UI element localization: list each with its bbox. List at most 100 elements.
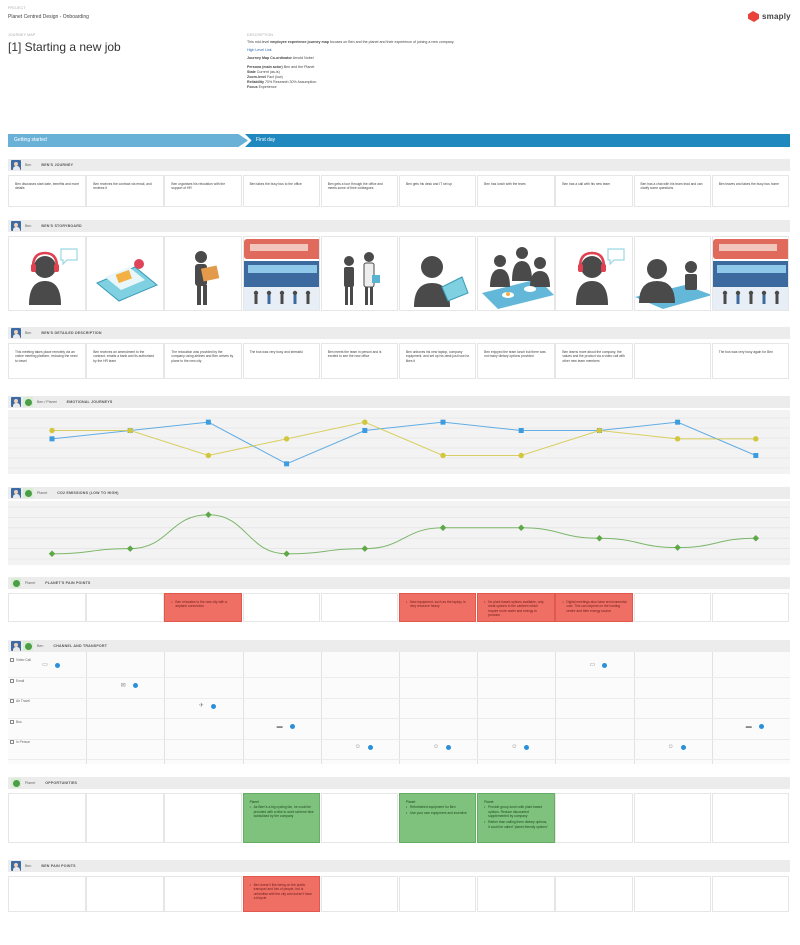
journey-step-card[interactable]: Ben takes the busy bus to the office xyxy=(242,175,321,207)
detailed-description-card[interactable]: Ben enjoyed the team lunch but there was… xyxy=(477,343,555,379)
journey-step-card[interactable]: Ben gets a tour through the office and m… xyxy=(320,175,399,207)
data-point[interactable] xyxy=(439,524,447,532)
data-point[interactable] xyxy=(753,436,759,442)
data-point[interactable] xyxy=(205,452,212,459)
channel-touchpoint[interactable]: ▬ xyxy=(746,724,764,730)
emotional-chart[interactable] xyxy=(8,410,790,474)
storyboard-frame[interactable] xyxy=(633,236,711,311)
lane-header-emotional[interactable]: Ben / Planet EMOTIONAL JOURNEYS xyxy=(8,396,790,408)
phase-getting-started[interactable]: Getting started xyxy=(8,134,248,147)
project-name[interactable]: Planet Centred Design - Onboarding xyxy=(8,14,89,20)
empty-cell[interactable] xyxy=(711,593,790,622)
journey-step-card[interactable]: Ben has lunch with the team xyxy=(477,175,555,207)
data-point[interactable] xyxy=(752,534,760,542)
channel-touchpoint[interactable]: ☺ xyxy=(355,744,373,750)
data-point[interactable] xyxy=(518,428,524,433)
planet-pain-card[interactable]: No plant based options available, only m… xyxy=(477,593,555,622)
channel-lane[interactable]: Video Call ▭ ▭ Email ✉ Air Travel ✈ Bus ▬ ▬ In Per… xyxy=(8,652,790,764)
empty-cell[interactable] xyxy=(633,593,711,622)
smaply-logo[interactable]: smaply xyxy=(748,11,791,22)
detailed-description-card[interactable]: Ben meets the team in person and is exci… xyxy=(320,343,399,379)
channel-row-video[interactable]: Video Call ▭ ▭ xyxy=(8,658,790,678)
empty-cell[interactable] xyxy=(711,876,790,912)
planet-pain-card[interactable]: Ben relocates to the new city with a air… xyxy=(164,593,242,622)
channel-row-bus[interactable]: Bus ▬ ▬ xyxy=(8,719,790,740)
journey-step-card[interactable]: Ben gets his desk and IT set up xyxy=(398,175,477,207)
data-point[interactable] xyxy=(127,427,133,434)
detailed-description-card[interactable]: The relocation was provided by the compa… xyxy=(164,343,242,379)
channel-touchpoint[interactable]: ▭ xyxy=(589,662,608,668)
journey-step-card[interactable]: Ben has a chat with his team lead and ca… xyxy=(633,175,711,207)
empty-cell[interactable] xyxy=(477,876,555,912)
lane-header-channel[interactable]: Ben CHANNEL AND TRANSPORT xyxy=(8,640,790,652)
detailed-description-card[interactable]: The bus was very busy again for Ben xyxy=(711,343,790,379)
ben-pain-card[interactable]: Ben doesn't like being on the public tra… xyxy=(242,876,321,912)
channel-row-people[interactable]: In Person ☺ ☺ ☺ ☺ xyxy=(8,740,790,760)
detailed-description-card[interactable]: This meeting takes place remotely via an… xyxy=(8,343,86,379)
detailed-description-card[interactable]: Ben learns more about the company, the v… xyxy=(555,343,633,379)
planet-pain-card[interactable]: Digital meetings also have environmental… xyxy=(555,593,633,622)
co2-chart[interactable] xyxy=(8,501,790,565)
empty-cell[interactable] xyxy=(8,593,86,622)
channel-touchpoint[interactable]: ✈ xyxy=(198,703,217,709)
detailed-description-card[interactable]: The bus was very busy and stressful xyxy=(242,343,321,379)
phase-first-day[interactable]: First day xyxy=(245,134,790,147)
empty-cell[interactable] xyxy=(8,793,86,843)
empty-cell[interactable] xyxy=(320,793,399,843)
storyboard-frame[interactable] xyxy=(164,236,242,311)
data-point[interactable] xyxy=(674,544,681,551)
channel-row-plane[interactable]: Air Travel ✈ xyxy=(8,699,790,719)
storyboard-frame[interactable] xyxy=(711,236,790,311)
storyboard-frame[interactable] xyxy=(320,236,399,311)
storyboard-frame[interactable] xyxy=(555,236,633,311)
empty-cell[interactable] xyxy=(8,876,86,912)
planet-pain-card[interactable]: New equipment, such as the laptop, is ve… xyxy=(398,593,477,622)
storyboard-frame[interactable] xyxy=(398,236,477,311)
lane-header-opportunities[interactable]: Planet OPPORTUNITIES xyxy=(8,777,790,789)
journey-description[interactable]: This mid-level employee experience journ… xyxy=(247,40,497,90)
data-point[interactable] xyxy=(674,436,681,442)
storyboard-frame[interactable] xyxy=(242,236,321,311)
data-point[interactable] xyxy=(440,452,446,459)
data-point[interactable] xyxy=(48,550,56,558)
lane-header-co2[interactable]: Planet CO2 EMISSIONS (LOW TO HIGH) xyxy=(8,487,790,499)
journey-title[interactable]: [1] Starting a new job xyxy=(8,40,121,54)
empty-cell[interactable] xyxy=(164,876,242,912)
empty-cell[interactable] xyxy=(633,793,711,843)
journey-step-card[interactable]: Ben discusses start date, benefits and m… xyxy=(8,175,86,207)
data-point[interactable] xyxy=(284,461,290,467)
data-point[interactable] xyxy=(675,419,681,425)
channel-touchpoint[interactable]: ☺ xyxy=(511,744,530,750)
data-point[interactable] xyxy=(205,419,211,425)
empty-cell[interactable] xyxy=(320,593,399,622)
data-point[interactable] xyxy=(596,427,603,434)
journey-step-card[interactable]: Ben organises his relocation with the su… xyxy=(164,175,242,207)
empty-cell[interactable] xyxy=(86,593,164,622)
empty-cell[interactable] xyxy=(398,876,477,912)
lane-header-detailed[interactable]: Ben BEN'S DETAILED DESCRIPTION xyxy=(8,327,790,339)
lane-header-storyboard[interactable]: Ben BEN'S STORYBOARD xyxy=(8,220,790,232)
opportunity-card[interactable]: PlanetProvide group lunch with plant bas… xyxy=(477,793,555,843)
journey-step-card[interactable]: Ben has a call with his new team xyxy=(555,175,633,207)
opportunity-card[interactable]: PlanetAs Bern's a big cycling fan, he co… xyxy=(242,793,321,843)
storyboard-frame[interactable] xyxy=(8,236,86,311)
data-point[interactable] xyxy=(517,524,525,532)
data-point[interactable] xyxy=(49,436,55,442)
empty-cell[interactable] xyxy=(633,876,711,912)
empty-cell[interactable] xyxy=(555,876,633,912)
data-point[interactable] xyxy=(362,428,368,433)
empty-cell[interactable] xyxy=(242,593,321,622)
channel-touchpoint[interactable]: ☺ xyxy=(668,744,686,750)
empty-cell[interactable] xyxy=(320,876,399,912)
data-point[interactable] xyxy=(362,419,368,425)
journey-step-card[interactable]: Ben leaves and takes the busy bus home xyxy=(711,175,790,207)
empty-cell[interactable] xyxy=(86,793,164,843)
channel-touchpoint[interactable]: ☺ xyxy=(433,744,451,750)
data-point[interactable] xyxy=(126,545,134,552)
data-point[interactable] xyxy=(283,550,290,558)
channel-row-email[interactable]: Email ✉ xyxy=(8,678,790,699)
empty-cell[interactable] xyxy=(555,793,633,843)
data-point[interactable] xyxy=(361,545,369,552)
data-point[interactable] xyxy=(518,452,524,459)
opportunity-card[interactable]: PlanetRefurbished equipment for BenUse y… xyxy=(398,793,477,843)
